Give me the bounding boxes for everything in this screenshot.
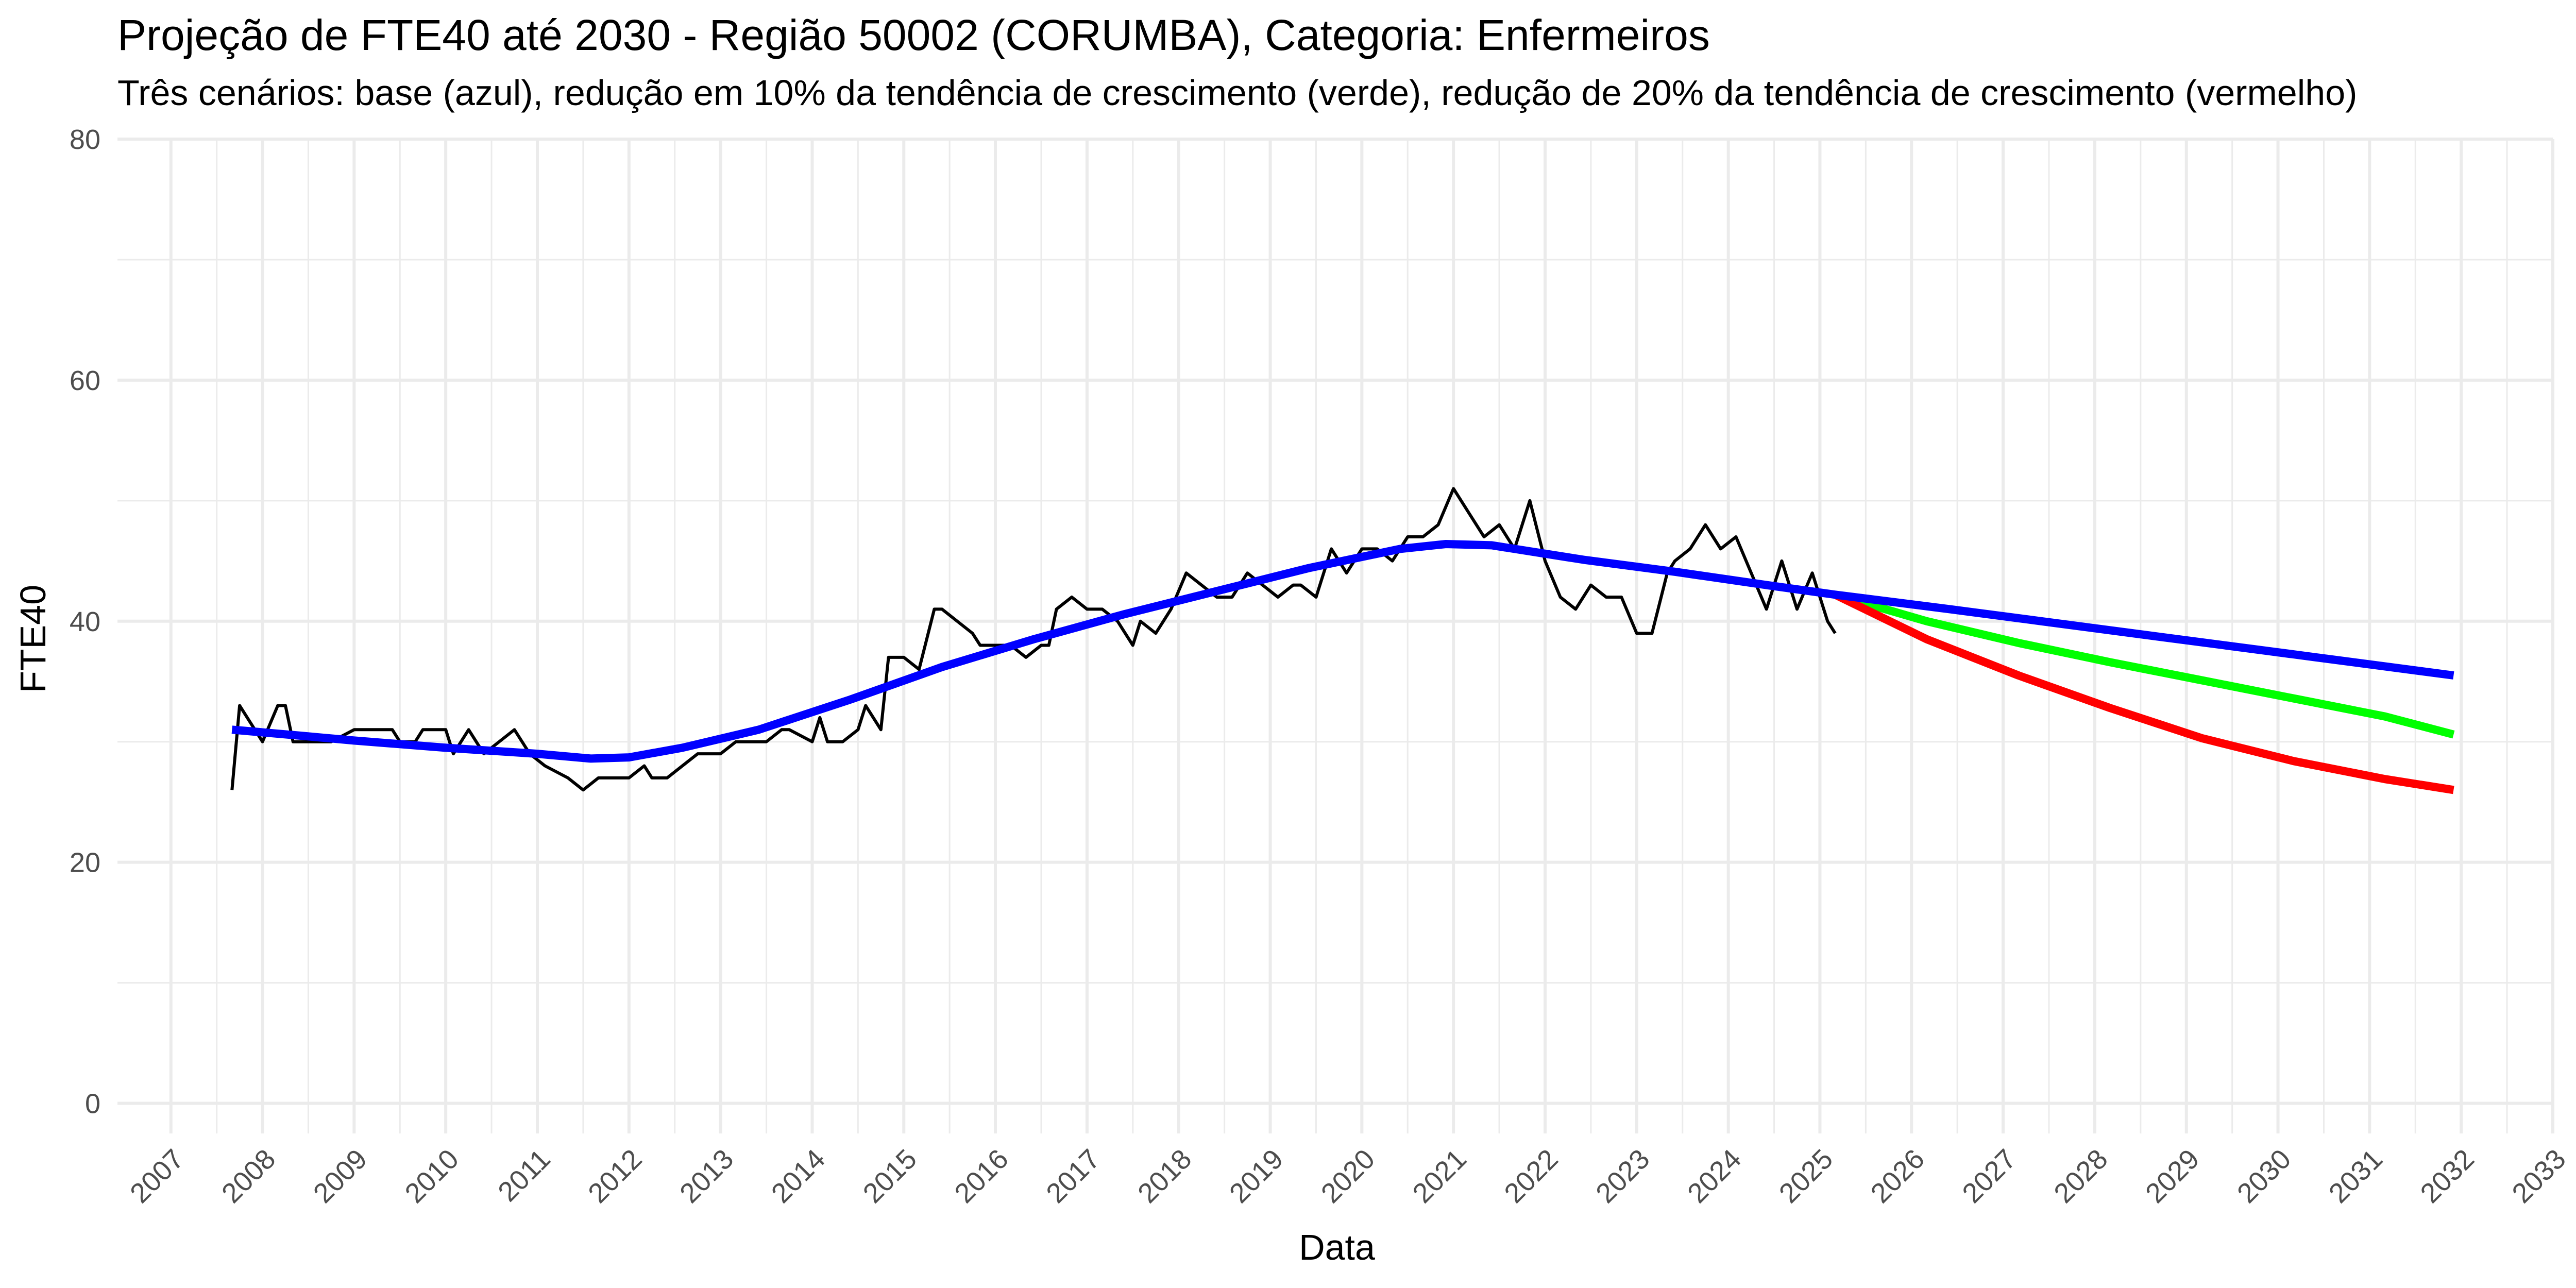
y-tick-label: 20 — [70, 848, 100, 878]
series-line-green — [1834, 590, 2455, 739]
y-axis-title: FTE40 — [13, 585, 53, 693]
y-tick-label: 0 — [85, 1089, 100, 1120]
x-tick-label: 2013 — [674, 1143, 739, 1209]
x-tick-label: 2020 — [1315, 1143, 1381, 1209]
x-tick-label: 2021 — [1407, 1143, 1472, 1209]
y-axis-ticks: 0 20 40 60 80 — [70, 124, 100, 1120]
x-tick-label: 2022 — [1498, 1143, 1564, 1209]
series-line-observed — [230, 487, 1837, 792]
x-tick-label: 2008 — [216, 1143, 281, 1209]
x-tick-label: 2032 — [2415, 1143, 2480, 1209]
x-tick-label: 2011 — [492, 1143, 556, 1208]
grid — [117, 138, 2554, 1133]
chart-title: Projeção de FTE40 até 2030 - Região 5000… — [117, 11, 1710, 59]
x-tick-label: 2024 — [1682, 1143, 1747, 1209]
x-tick-label: 2033 — [2506, 1143, 2571, 1209]
x-tick-label: 2023 — [1590, 1143, 1655, 1209]
series-lines — [230, 487, 2455, 794]
series-line-red — [1833, 591, 2454, 794]
y-tick-label: 60 — [70, 365, 100, 396]
x-tick-label: 2016 — [948, 1143, 1014, 1209]
x-tick-label: 2017 — [1040, 1143, 1106, 1209]
x-tick-label: 2029 — [2140, 1143, 2205, 1209]
x-axis-ticks: 2007 2008 2009 2010 2011 2012 2013 2014 2015 2016… — [124, 1143, 2572, 1209]
x-tick-label: 2010 — [399, 1143, 465, 1209]
x-tick-label: 2031 — [2323, 1143, 2388, 1209]
x-tick-label: 2009 — [308, 1143, 373, 1209]
x-tick-label: 2014 — [766, 1143, 831, 1209]
y-tick-label: 80 — [70, 124, 100, 155]
chart-subtitle: Três cenários: base (azul), redução em 1… — [117, 73, 2358, 113]
x-tick-label: 2018 — [1132, 1143, 1197, 1209]
series-line-base — [231, 540, 2454, 763]
x-tick-label: 2007 — [124, 1143, 190, 1209]
y-tick-label: 40 — [70, 606, 100, 637]
x-tick-label: 2019 — [1224, 1143, 1289, 1209]
x-tick-label: 2025 — [1773, 1143, 1839, 1209]
x-tick-label: 2012 — [582, 1143, 648, 1209]
x-tick-label: 2027 — [1956, 1143, 2022, 1209]
x-axis-title: Data — [1299, 1227, 1375, 1267]
x-tick-label: 2028 — [2048, 1143, 2113, 1209]
x-tick-label: 2015 — [857, 1143, 923, 1209]
x-tick-label: 2026 — [1865, 1143, 1930, 1209]
x-tick-label: 2030 — [2231, 1143, 2297, 1209]
